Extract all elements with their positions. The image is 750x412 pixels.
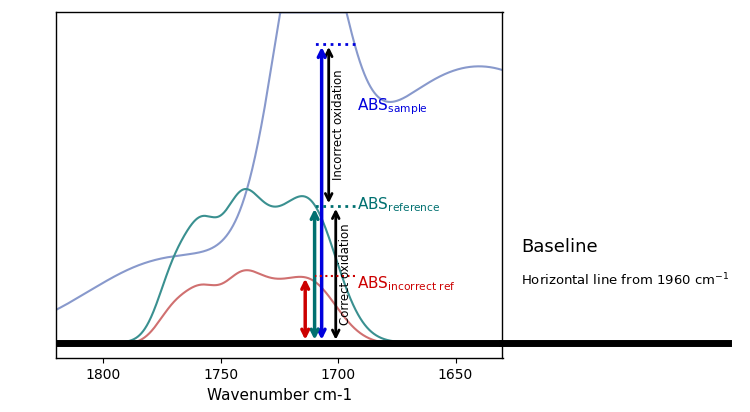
Text: Baseline: Baseline	[521, 238, 598, 256]
Text: Correct oxidation: Correct oxidation	[339, 223, 352, 325]
Text: Horizontal line from 1960 cm$^{-1}$: Horizontal line from 1960 cm$^{-1}$	[521, 272, 730, 288]
Text: ABS$_{\rm sample}$: ABS$_{\rm sample}$	[357, 97, 428, 117]
X-axis label: Wavenumber cm-1: Wavenumber cm-1	[207, 388, 352, 403]
Text: ABS$_{\rm incorrect\ ref}$: ABS$_{\rm incorrect\ ref}$	[357, 274, 455, 293]
Text: ABS$_{\rm reference}$: ABS$_{\rm reference}$	[357, 195, 440, 214]
Text: Incorrect oxidation: Incorrect oxidation	[332, 70, 344, 180]
